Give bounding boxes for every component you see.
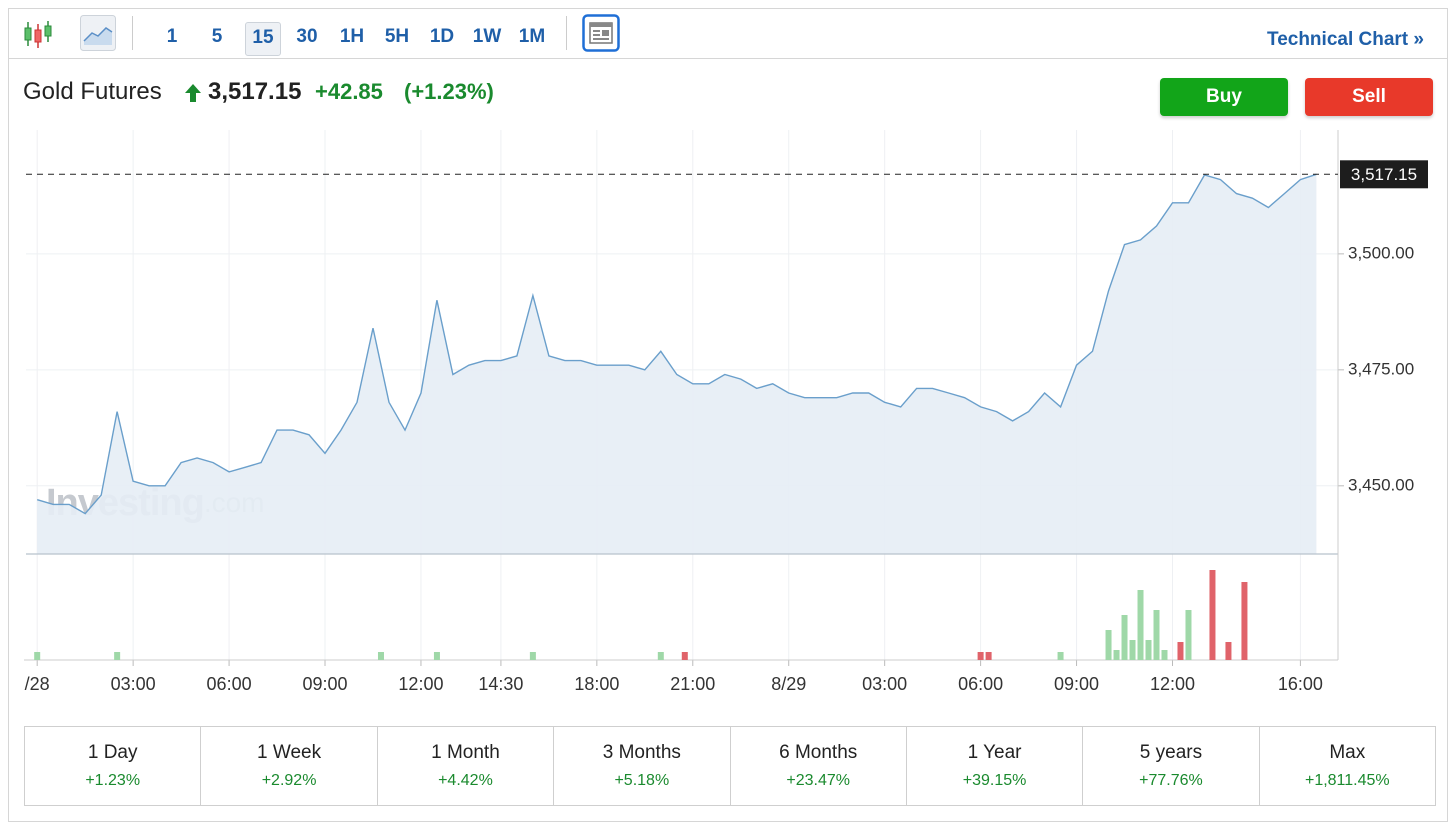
area-icon[interactable] [80,15,116,51]
x-tick-label: 16:00 [1278,674,1323,694]
candlestick-icon[interactable] [22,18,54,50]
period-label: 1 Year [967,742,1022,763]
period-change: +39.15% [962,772,1027,789]
volume-bar [114,652,121,660]
period-performance: 1 Day +1.23% 1 Week +2.92% 1 Month +4.42% 3 Mo… [24,726,1436,806]
interval-button[interactable]: 5 [211,26,223,47]
area-fill [37,174,1317,555]
change-percent: (+1.23%) [404,79,494,104]
chevron: » [1413,29,1424,50]
interval-button[interactable]: 1M [518,26,546,47]
chart: /28 03:00 06:00 09:00 12:00 14:30 18:00 21:00 8/… [24,130,1428,694]
interval-button[interactable]: 1W [472,26,502,47]
technical-chart-link[interactable]: Technical Chart » [1267,29,1424,51]
period-change: +77.76% [1139,772,1203,789]
interval-button[interactable]: 1 [166,26,178,47]
period-change: +4.42% [438,772,493,789]
period-cell[interactable]: Max +1,811.45% [1260,727,1435,805]
up-arrow [185,84,201,102]
volume-bar [1145,640,1152,660]
period-label: 1 Week [257,742,322,763]
interval-button[interactable]: 30 [296,26,318,47]
volume-bar [1121,615,1128,660]
period-label: 6 Months [779,742,858,763]
y-tick-label: 3,450.00 [1348,475,1414,494]
volume-bar [1185,610,1192,660]
period-cell[interactable]: 6 Months +23.47% [731,727,907,805]
volume-bar [1113,650,1120,660]
volume-bar [34,652,41,660]
volume-bar [681,652,688,660]
period-cell[interactable]: 1 Week +2.92% [201,727,378,805]
period-label: 1 Month [431,742,500,763]
period-cell[interactable]: 1 Day +1.23% [25,727,202,805]
x-tick-label: 09:00 [1054,674,1099,694]
sell-button[interactable]: Sell [1305,78,1433,116]
buy-button[interactable]: Buy [1160,78,1288,116]
period-change: +1.23% [85,772,141,789]
volume-bar [1177,642,1184,660]
volume-bar [377,652,384,660]
x-tick-label: 12:00 [1150,674,1195,694]
volume-bar [1209,570,1216,660]
volume-bar [1105,630,1112,660]
volume-bar [433,652,440,660]
period-cell[interactable]: 3 Months +5.18% [554,727,731,805]
x-tick-label: /28 [25,674,50,694]
last-price-label: 3,517.15 [1351,165,1417,184]
x-tick-label: 09:00 [302,674,347,694]
volume-bar [1129,640,1136,660]
x-tick-label: 03:00 [111,674,156,694]
volume-bar [1225,642,1232,660]
period-change: +5.18% [614,772,670,789]
volume-bar [1057,652,1064,660]
instrument-name: Gold Futures [23,78,162,105]
link-text: Technical Chart [1267,29,1409,50]
x-tick-label: 14:30 [478,674,523,694]
interval-button[interactable]: 1H [339,26,365,47]
last-price-badge [1340,160,1428,189]
x-tick-label: 12:00 [398,674,443,694]
period-change: +1,811.45% [1304,772,1390,789]
period-label: 1 Day [87,742,138,763]
period-cell[interactable]: 1 Year +39.15% [907,727,1084,805]
x-tick-label: 21:00 [670,674,715,694]
widget-frame [8,8,1448,822]
period-change: +23.47% [786,772,850,789]
volume-bar [1153,610,1160,660]
x-tick-label: 06:00 [958,674,1003,694]
separator [132,16,133,50]
volume-bar [529,652,536,660]
period-label: 5 years [1139,742,1203,763]
period-cell[interactable]: 5 years +77.76% [1083,727,1260,805]
toolbar: 1 5 15 30 1H 5H 1D 1W 1M Technical Chart » [8,8,1448,59]
y-tick-label: 3,500.00 [1348,243,1414,262]
period-label: 3 Months [602,742,681,763]
price: 3,517.15 [208,78,302,105]
interval-button[interactable]: 5H [384,26,410,47]
interval-button[interactable]: 1D [429,26,455,47]
volume-bar [1137,590,1144,660]
volume-bar [1161,650,1168,660]
volume-bar [977,652,984,660]
period-cell[interactable]: 1 Month +4.42% [378,727,555,805]
x-tick-label: 06:00 [207,674,252,694]
separator [566,16,567,50]
layout-icon[interactable] [582,14,620,52]
x-tick-label: 03:00 [862,674,907,694]
change: +42.85 [315,79,383,104]
x-tick-label: 18:00 [574,674,619,694]
x-tick-label: 8/29 [771,674,806,694]
period-label: Max [1329,742,1366,763]
period-change: +2.92% [261,772,317,789]
volume-bar [1241,582,1248,660]
price-line [37,173,1317,515]
volume-bar [985,652,992,660]
interval-button[interactable]: 15 [245,22,281,56]
y-tick-label: 3,475.00 [1348,359,1414,378]
volume-bar [657,652,664,660]
